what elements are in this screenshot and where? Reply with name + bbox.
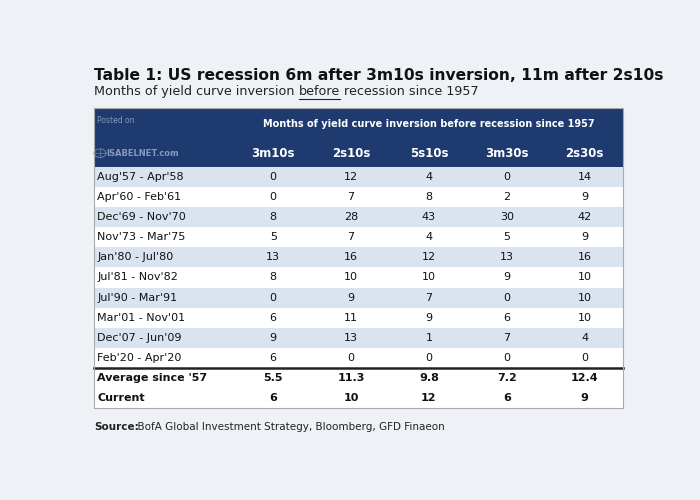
Text: 30: 30 — [500, 212, 514, 222]
Text: 0: 0 — [348, 353, 355, 363]
Text: 3m30s: 3m30s — [485, 146, 528, 160]
FancyBboxPatch shape — [94, 288, 624, 308]
Text: 5.5: 5.5 — [263, 373, 283, 383]
Text: 43: 43 — [422, 212, 436, 222]
Text: Nov'73 - Mar'75: Nov'73 - Mar'75 — [97, 232, 186, 242]
Text: 28: 28 — [344, 212, 358, 222]
Text: 9: 9 — [581, 232, 588, 242]
Text: Current: Current — [97, 394, 145, 404]
Text: 2s30s: 2s30s — [566, 146, 604, 160]
Text: 13: 13 — [344, 333, 358, 343]
FancyBboxPatch shape — [94, 248, 624, 268]
Text: 9.8: 9.8 — [419, 373, 439, 383]
Text: 0: 0 — [426, 353, 433, 363]
Text: 0: 0 — [270, 292, 276, 302]
Text: 9: 9 — [426, 313, 433, 323]
Text: 6: 6 — [503, 394, 511, 404]
Text: 6: 6 — [270, 394, 277, 404]
Text: 0: 0 — [503, 353, 510, 363]
Text: 12: 12 — [422, 252, 436, 262]
Text: Table 1: US recession 6m after 3m10s inversion, 11m after 2s10s: Table 1: US recession 6m after 3m10s inv… — [94, 68, 664, 84]
Text: 12: 12 — [344, 172, 358, 182]
Text: 0: 0 — [503, 292, 510, 302]
FancyBboxPatch shape — [94, 108, 624, 166]
Text: 0: 0 — [270, 192, 276, 202]
Text: Dec'07 - Jun'09: Dec'07 - Jun'09 — [97, 333, 182, 343]
FancyBboxPatch shape — [94, 227, 624, 248]
FancyBboxPatch shape — [94, 207, 624, 227]
Text: 9: 9 — [581, 192, 588, 202]
Text: 0: 0 — [581, 353, 588, 363]
Text: 13: 13 — [266, 252, 280, 262]
Text: 10: 10 — [344, 394, 359, 404]
Text: 9: 9 — [503, 272, 510, 282]
Text: 7: 7 — [503, 333, 510, 343]
Text: Source:: Source: — [94, 422, 139, 432]
Text: Mar'01 - Nov'01: Mar'01 - Nov'01 — [97, 313, 186, 323]
Text: 16: 16 — [578, 252, 592, 262]
Text: Jul'90 - Mar'91: Jul'90 - Mar'91 — [97, 292, 177, 302]
Text: 0: 0 — [270, 172, 276, 182]
Text: 6: 6 — [503, 313, 510, 323]
FancyBboxPatch shape — [94, 268, 624, 287]
Text: 10: 10 — [578, 313, 592, 323]
Text: 8: 8 — [270, 212, 276, 222]
Text: 9: 9 — [270, 333, 276, 343]
FancyBboxPatch shape — [94, 348, 624, 368]
Text: 5: 5 — [270, 232, 276, 242]
Text: 4: 4 — [426, 232, 433, 242]
Text: Aug'57 - Apr'58: Aug'57 - Apr'58 — [97, 172, 184, 182]
Text: BofA Global Investment Strategy, Bloomberg, GFD Finaeon: BofA Global Investment Strategy, Bloombe… — [131, 422, 444, 432]
Text: Jan'80 - Jul'80: Jan'80 - Jul'80 — [97, 252, 174, 262]
Text: 42: 42 — [578, 212, 592, 222]
FancyBboxPatch shape — [94, 388, 624, 408]
Text: 4: 4 — [426, 172, 433, 182]
FancyBboxPatch shape — [94, 187, 624, 207]
Text: 11: 11 — [344, 313, 358, 323]
Text: 2s10s: 2s10s — [332, 146, 370, 160]
Text: 7: 7 — [347, 192, 355, 202]
Text: 9: 9 — [347, 292, 355, 302]
Text: ISABELNET.com: ISABELNET.com — [106, 148, 178, 158]
Text: 8: 8 — [270, 272, 276, 282]
Text: 1: 1 — [426, 333, 433, 343]
Text: 5: 5 — [503, 232, 510, 242]
Text: 12: 12 — [421, 394, 437, 404]
FancyBboxPatch shape — [94, 328, 624, 348]
Text: 8: 8 — [426, 192, 433, 202]
Text: Apr'60 - Feb'61: Apr'60 - Feb'61 — [97, 192, 181, 202]
Text: 6: 6 — [270, 313, 276, 323]
Text: 10: 10 — [578, 292, 592, 302]
Text: 12.4: 12.4 — [570, 373, 598, 383]
Text: 16: 16 — [344, 252, 358, 262]
Text: 7: 7 — [426, 292, 433, 302]
Text: Feb'20 - Apr'20: Feb'20 - Apr'20 — [97, 353, 181, 363]
Text: 4: 4 — [581, 333, 588, 343]
Text: 7.2: 7.2 — [497, 373, 517, 383]
Text: 10: 10 — [344, 272, 358, 282]
Text: Months of yield curve inversion before recession since 1957: Months of yield curve inversion before r… — [263, 119, 595, 129]
Text: Dec'69 - Nov'70: Dec'69 - Nov'70 — [97, 212, 186, 222]
Text: Average since '57: Average since '57 — [97, 373, 207, 383]
FancyBboxPatch shape — [94, 166, 624, 187]
Text: 10: 10 — [422, 272, 436, 282]
Text: 7: 7 — [347, 232, 355, 242]
Text: before: before — [298, 85, 340, 98]
Text: 2: 2 — [503, 192, 510, 202]
Text: 5s10s: 5s10s — [410, 146, 448, 160]
Text: 9: 9 — [580, 394, 589, 404]
Text: 6: 6 — [270, 353, 276, 363]
Text: 0: 0 — [503, 172, 510, 182]
Text: 14: 14 — [578, 172, 592, 182]
Text: 3m10s: 3m10s — [251, 146, 295, 160]
Text: 13: 13 — [500, 252, 514, 262]
Text: Posted on: Posted on — [97, 116, 135, 125]
Text: 10: 10 — [578, 272, 592, 282]
Text: Months of yield curve inversion: Months of yield curve inversion — [94, 85, 298, 98]
Text: Jul'81 - Nov'82: Jul'81 - Nov'82 — [97, 272, 178, 282]
FancyBboxPatch shape — [94, 368, 624, 388]
Text: recession since 1957: recession since 1957 — [340, 85, 478, 98]
FancyBboxPatch shape — [94, 308, 624, 328]
Text: 11.3: 11.3 — [337, 373, 365, 383]
